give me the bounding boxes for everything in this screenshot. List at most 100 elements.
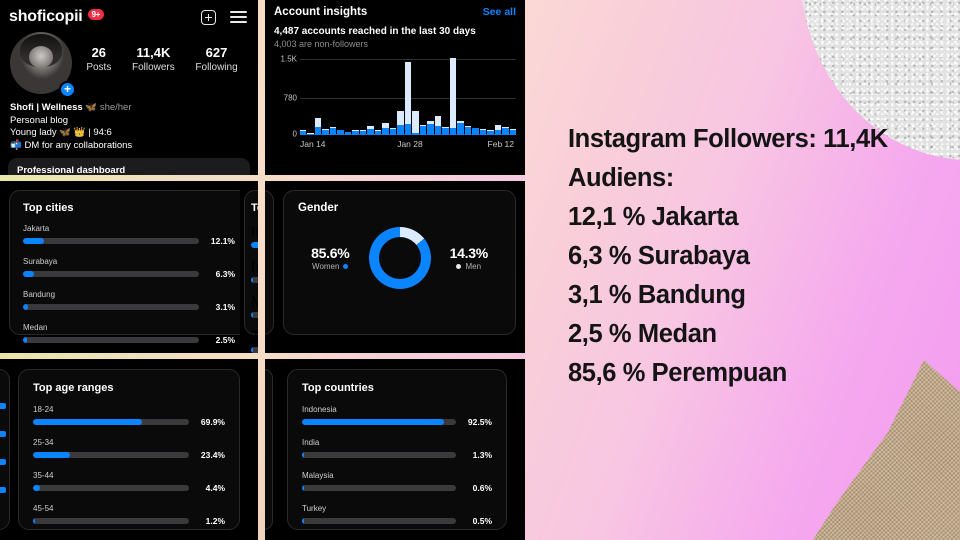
metric-row: 18-24 69.9% (33, 405, 225, 427)
metric-track (251, 277, 258, 283)
metric-row: Medan 2.5% (23, 323, 235, 345)
metric-row: Indonesia 92.5% (302, 405, 492, 427)
metric-label: 35-44 (33, 471, 54, 480)
metric-fill (33, 485, 40, 491)
profile-panel: shoficopii 9+ + 26 Posts 11,4K (0, 0, 258, 175)
chart-bar (329, 127, 337, 135)
chart-bar-followers (314, 126, 322, 135)
stat-posts-label: Posts (86, 62, 112, 73)
stat-following[interactable]: 627 Following (195, 45, 237, 75)
summary-line: 85,6 % Perempuan (568, 359, 787, 387)
chart-bar-nonfollowers (329, 127, 337, 128)
chart-bar-followers (367, 128, 374, 135)
hamburger-menu-icon[interactable] (227, 6, 249, 28)
stat-posts-value: 26 (91, 45, 107, 60)
top-age-ranges-list: 18-24 69.9% 25-34 23.4% 35-44 4.4% 45-54 1.2% (33, 405, 225, 526)
chart-bar (307, 133, 314, 135)
metric-fill (23, 304, 29, 310)
chart-bar-nonfollowers (434, 115, 442, 126)
metric-percent: 23.4% (200, 450, 225, 460)
summary-line: Instagram Followers: 11,4K (568, 125, 888, 153)
gender-men-dot (456, 264, 462, 270)
chart-bar (502, 127, 509, 135)
plus-square-icon[interactable] (197, 6, 219, 28)
metric-fill (251, 347, 253, 353)
chart-bar (367, 126, 374, 135)
metric-percent: 0.6% (472, 483, 492, 493)
chart-bar (374, 130, 382, 135)
horizontal-divider-top (0, 175, 525, 181)
vertical-divider (258, 0, 265, 540)
chart-bars (300, 57, 517, 135)
bio-line-2: Young lady 🦋 👑 | 94:6 (10, 127, 112, 139)
chart-bar-followers (322, 129, 329, 135)
see-all-link[interactable]: See all (482, 6, 516, 18)
metric-fill (23, 271, 35, 277)
accounts-reached-headline: 4,487 accounts reached in the last 30 da… (274, 26, 476, 37)
chart-bar-nonfollowers (314, 118, 322, 127)
stat-posts[interactable]: 26 Posts (86, 45, 111, 75)
metric-fill (251, 277, 253, 283)
chart-bar-nonfollowers (307, 133, 314, 134)
chart-bar-nonfollowers (442, 126, 449, 128)
chart-bar (449, 58, 457, 135)
top-cities-title: Top cities (23, 202, 74, 214)
metric-bar-row: 92.5% (302, 417, 492, 427)
metric-percent: 3.1% (215, 302, 235, 312)
chart-bar (300, 130, 307, 135)
chart-bar-followers (509, 130, 517, 135)
professional-dashboard-card[interactable]: Professional dashboard 4.4K accounts rea… (8, 158, 250, 175)
metric-label: 25-34 (33, 438, 54, 447)
metric-fill (23, 337, 28, 343)
metric-percent: 69.9% (200, 417, 225, 427)
top-cities-list: Jakarta 12.1% Surabaya 6.3% Bandung 3.1% Medan… (23, 224, 235, 345)
chart-bar-followers (337, 130, 344, 135)
metric-label: Indonesia (302, 405, 337, 414)
metric-bar-row: 69.9% (33, 417, 225, 427)
metric-fill (33, 452, 70, 458)
chart-bar (472, 127, 479, 135)
y-tick-high: 1.5K (280, 54, 297, 64)
account-insights-header: Account insights See all (274, 6, 516, 18)
metric-label: Turkey (302, 504, 327, 513)
metric-track (33, 419, 189, 425)
chart-bar-followers (329, 127, 337, 135)
profile-bio: Shofi | Wellness 🦋 she/her Personal blog… (0, 98, 258, 152)
metric-fill (302, 419, 445, 425)
chart-bar-followers (389, 129, 397, 135)
chart-bar-followers (374, 131, 382, 135)
stat-followers[interactable]: 11,4K Followers (132, 45, 175, 75)
chart-bar-nonfollowers (479, 129, 487, 131)
metric-fill (251, 312, 253, 318)
bio-pronouns: she/her (99, 102, 132, 113)
chart-bar-followers (382, 127, 389, 135)
metric-row: Turkey 0.5% (302, 504, 492, 526)
gender-panel: 9% 4% 4% 2% Gender 85.6% Women 14.3% Men (265, 181, 525, 353)
top-countries-sliver-card: To Indo Indi Mal Turk (244, 190, 258, 353)
add-story-plus-icon[interactable]: + (59, 81, 76, 98)
gender-donut-area: 85.6% Women 14.3% Men (298, 214, 501, 302)
chart-bar (404, 62, 412, 135)
chart-bar-nonfollowers (494, 125, 502, 130)
notification-badge: 9+ (87, 9, 105, 20)
chart-bar-nonfollowers (404, 62, 412, 125)
chart-bar (464, 126, 472, 135)
avatar[interactable]: + (10, 32, 76, 98)
username[interactable]: shoficopii 9+ (9, 8, 105, 26)
metric-bar-row: 12.1% (23, 236, 235, 246)
metric-row: India 1.3% (302, 438, 492, 460)
metric-track (251, 312, 258, 318)
chart-bar-nonfollowers (397, 111, 404, 125)
chart-bar-followers (442, 128, 449, 135)
chart-bar-followers (472, 128, 479, 135)
gender-men: 14.3% Men (437, 245, 502, 271)
chart-bar-followers (464, 127, 472, 135)
chart-bar-followers (404, 124, 412, 135)
summary-line: 3,1 % Bandung (568, 281, 746, 309)
metric-track (23, 271, 199, 277)
metric-bar-row: 6.3% (23, 269, 235, 279)
summary-line: 12,1 % Jakarta (568, 203, 739, 231)
chart-bar-followers (300, 131, 307, 135)
gender-donut-chart (368, 227, 431, 289)
chart-bar (337, 129, 344, 135)
